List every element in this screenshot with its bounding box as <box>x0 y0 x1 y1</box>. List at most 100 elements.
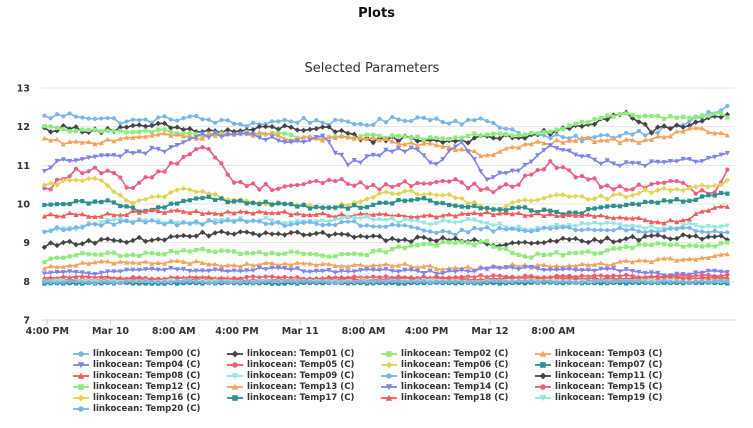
data-point <box>193 258 199 264</box>
legend-symbol-icon <box>227 372 243 379</box>
data-point <box>218 228 225 235</box>
data-point <box>294 127 301 133</box>
data-point <box>529 279 534 284</box>
data-point <box>364 185 369 190</box>
data-point <box>605 183 610 188</box>
legend-item[interactable]: linkocean: Temp13 (C) <box>226 381 380 392</box>
data-point <box>433 266 440 271</box>
legend-item[interactable]: linkocean: Temp06 (C) <box>380 359 534 370</box>
legend-item[interactable]: linkocean: Temp01 (C) <box>226 348 380 359</box>
data-point <box>548 159 553 164</box>
legend-item[interactable]: linkocean: Temp19 (C) <box>534 392 688 403</box>
legend-item[interactable]: linkocean: Temp18 (C) <box>380 392 534 403</box>
data-point <box>510 250 515 256</box>
data-point <box>604 116 610 123</box>
data-point <box>510 205 515 211</box>
data-point <box>111 250 117 255</box>
data-point <box>155 236 161 242</box>
legend-item[interactable]: linkocean: Temp11 (C) <box>534 370 688 381</box>
data-point <box>80 127 85 132</box>
data-point <box>194 196 199 201</box>
legend-item[interactable]: linkocean: Temp07 (C) <box>534 359 688 370</box>
data-point <box>295 275 300 280</box>
data-point <box>60 157 66 162</box>
data-point <box>459 195 465 202</box>
legend-item[interactable]: linkocean: Temp20 (C) <box>72 403 226 414</box>
data-point <box>579 139 585 144</box>
data-point <box>712 154 718 160</box>
data-point <box>149 237 155 243</box>
legend-item[interactable]: linkocean: Temp03 (C) <box>534 348 688 359</box>
data-point <box>123 267 130 273</box>
data-point <box>705 208 711 213</box>
data-point <box>377 279 382 284</box>
data-point <box>465 204 471 210</box>
data-point <box>370 217 376 223</box>
data-point <box>364 279 369 285</box>
data-point <box>617 191 623 197</box>
data-point <box>554 222 560 228</box>
data-point <box>604 137 610 143</box>
data-point <box>377 187 382 192</box>
legend-item[interactable]: linkocean: Temp05 (C) <box>226 359 380 370</box>
legend-item[interactable]: linkocean: Temp14 (C) <box>380 381 534 392</box>
data-point <box>491 244 496 249</box>
data-point <box>642 226 648 232</box>
data-point <box>168 160 173 166</box>
data-point <box>465 230 471 235</box>
legend-item[interactable]: linkocean: Temp04 (C) <box>72 359 226 370</box>
legend-symbol-icon <box>227 383 243 390</box>
data-point <box>282 201 287 206</box>
legend-item[interactable]: linkocean: Temp08 (C) <box>72 370 226 381</box>
data-point <box>288 212 294 218</box>
data-point <box>725 103 730 109</box>
data-point <box>320 133 326 139</box>
data-point <box>459 122 464 127</box>
data-point <box>244 209 250 215</box>
series-14 <box>41 264 730 279</box>
data-point <box>699 118 705 124</box>
data-point <box>263 181 268 187</box>
data-point <box>712 268 718 274</box>
data-point <box>99 129 104 134</box>
data-point <box>447 136 452 142</box>
data-point <box>105 210 111 216</box>
data-point <box>421 263 427 269</box>
legend-item[interactable]: linkocean: Temp00 (C) <box>72 348 226 359</box>
data-point <box>282 184 287 189</box>
data-point <box>307 231 313 238</box>
data-point <box>320 261 326 266</box>
data-point <box>572 275 579 281</box>
data-point <box>238 251 243 256</box>
data-point <box>244 124 249 129</box>
legend-item[interactable]: linkocean: Temp16 (C) <box>72 392 226 403</box>
legend-item[interactable]: linkocean: Temp17 (C) <box>226 392 380 403</box>
legend-item[interactable]: linkocean: Temp09 (C) <box>226 370 380 381</box>
data-point <box>712 253 718 259</box>
data-point <box>516 182 521 187</box>
legend-item[interactable]: linkocean: Temp15 (C) <box>534 381 688 392</box>
data-point <box>142 238 149 245</box>
data-point <box>465 217 471 222</box>
data-point <box>389 138 395 144</box>
data-point <box>452 265 459 270</box>
data-point <box>503 210 509 216</box>
data-point <box>73 269 79 275</box>
data-point <box>510 226 515 231</box>
data-point <box>156 251 161 257</box>
data-point <box>459 204 464 209</box>
data-point <box>86 273 92 279</box>
legend-item[interactable]: linkocean: Temp12 (C) <box>72 381 226 392</box>
data-point <box>117 136 123 141</box>
data-point <box>516 133 521 138</box>
data-point <box>661 160 667 165</box>
data-point <box>168 125 174 131</box>
data-point <box>579 213 585 218</box>
legend-item[interactable]: linkocean: Temp10 (C) <box>380 370 534 381</box>
legend-item[interactable]: linkocean: Temp02 (C) <box>380 348 534 359</box>
data-point <box>281 123 288 129</box>
data-point <box>301 115 306 121</box>
data-point <box>718 252 724 257</box>
data-point <box>434 230 439 235</box>
data-point <box>238 217 243 222</box>
